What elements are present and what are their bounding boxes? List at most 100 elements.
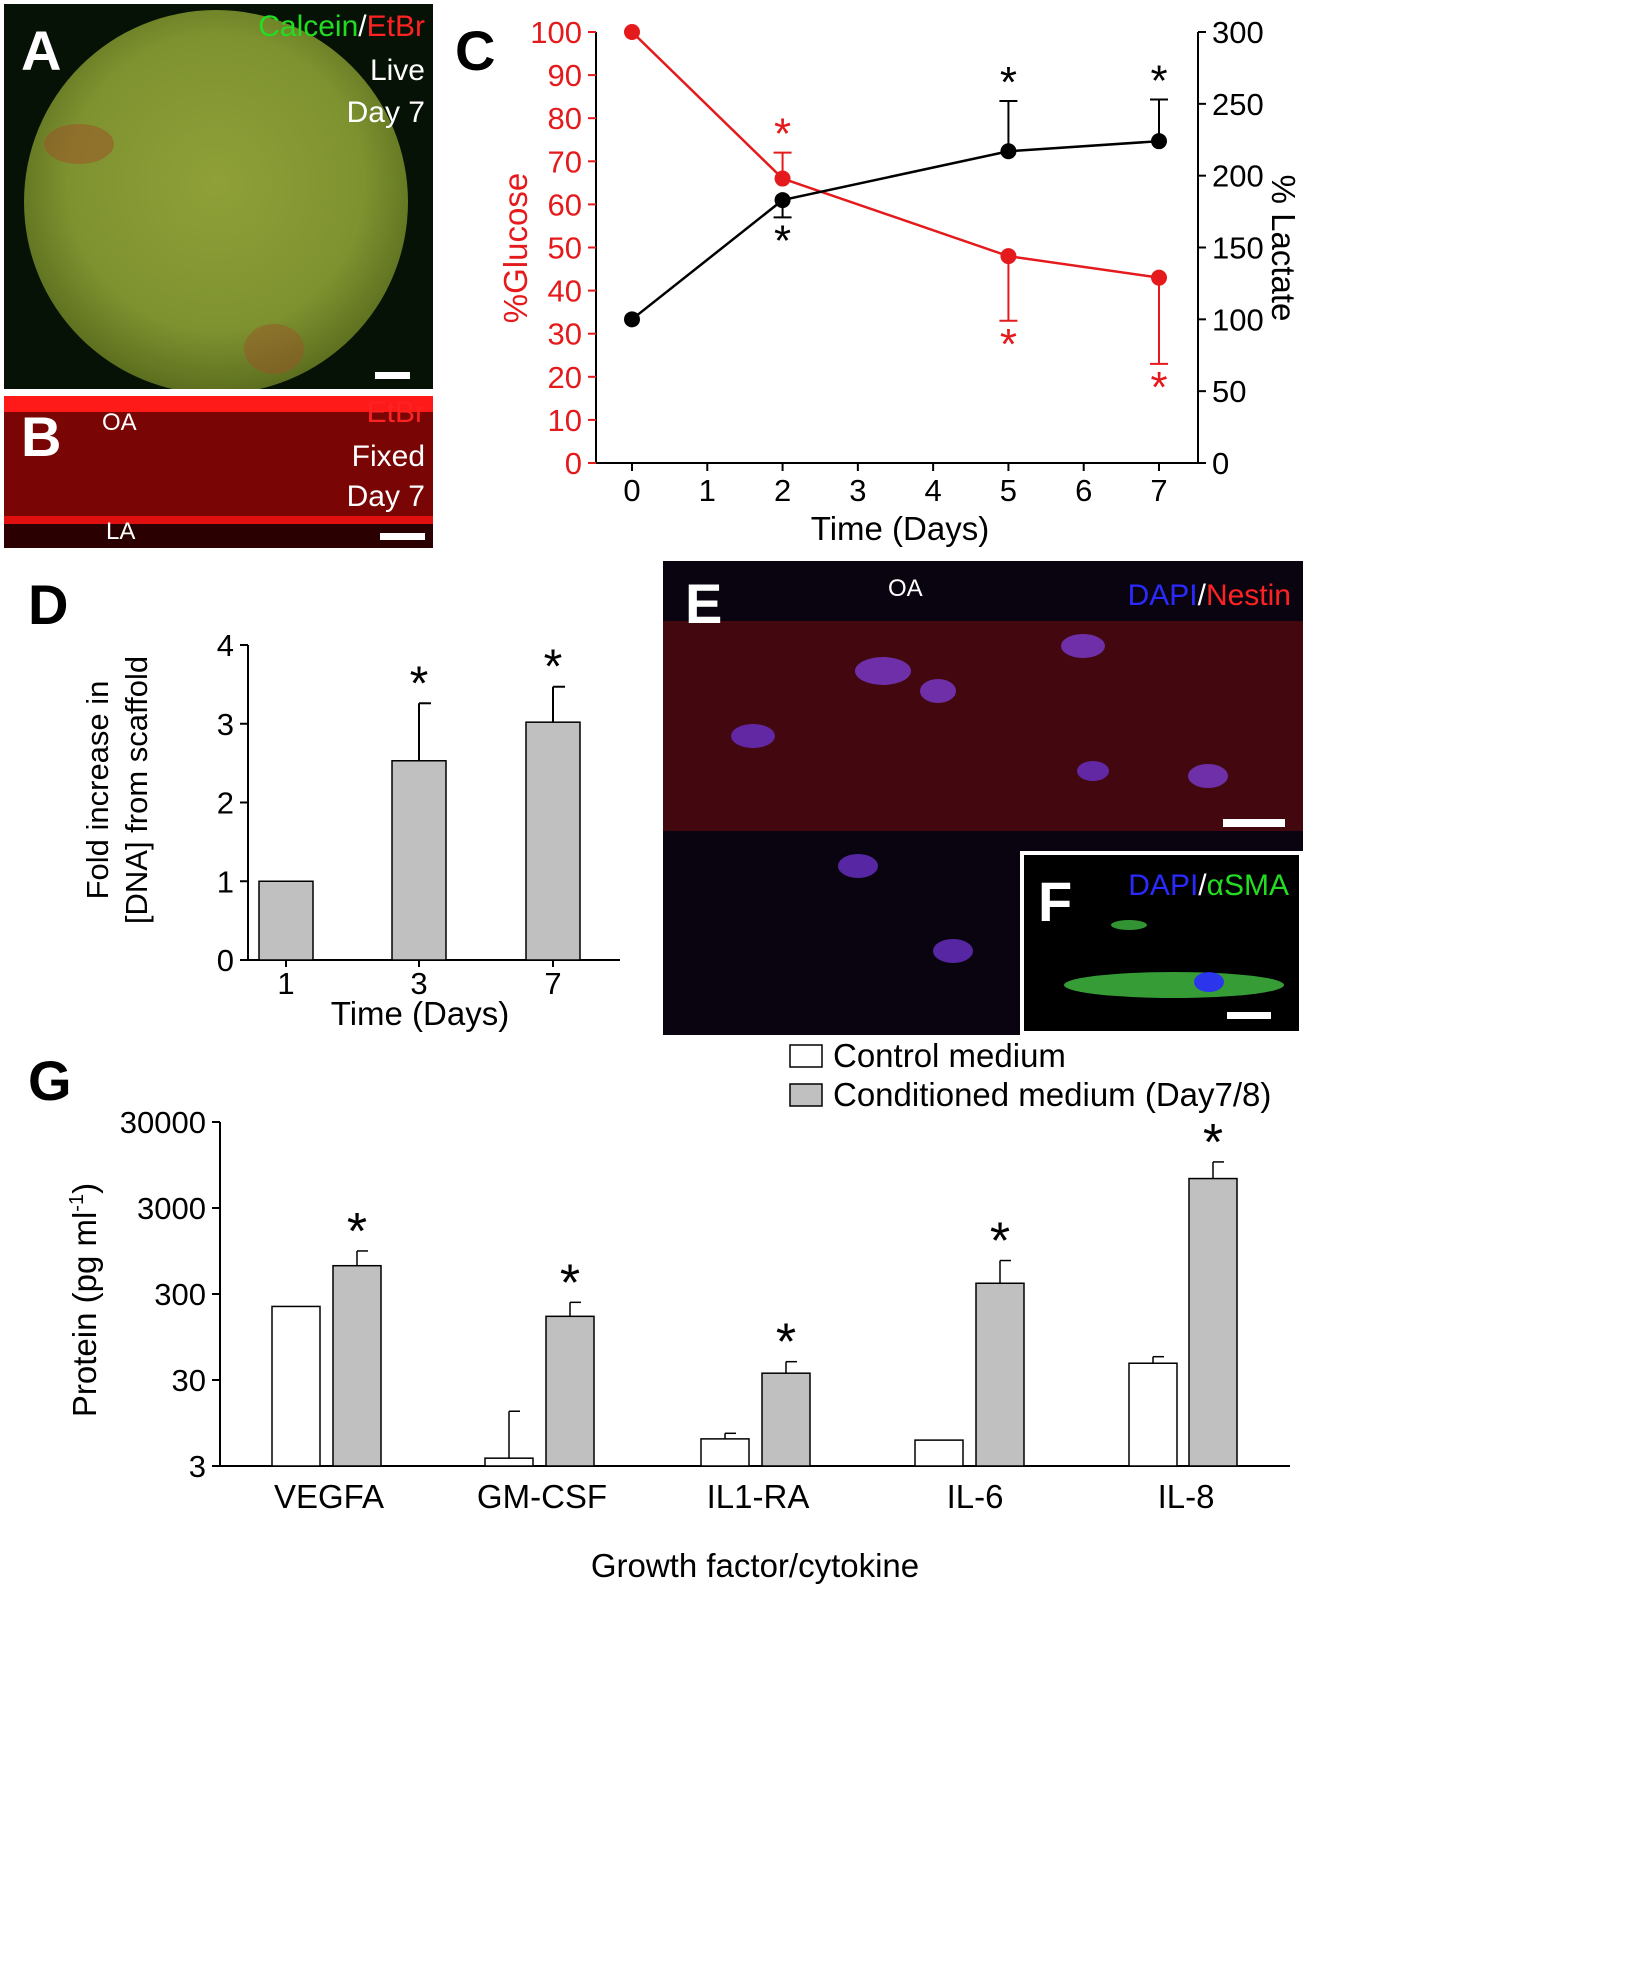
panel-f-image: [1064, 920, 1284, 1019]
chart-c-point: [1000, 143, 1017, 160]
chart-d-y-tick-label: 1: [217, 864, 234, 899]
chart-g-control-bar: [1128, 1362, 1178, 1467]
chart-c-point: [624, 311, 640, 328]
nucleus: [1188, 764, 1228, 788]
chart-g-y-tick-label: 30: [172, 1363, 206, 1398]
panel-a-label: A: [21, 19, 62, 82]
panel-c-label: C: [455, 19, 496, 82]
chart-c-x-tick-label: 2: [774, 473, 791, 508]
chart-c-significance-star: *: [1150, 363, 1167, 412]
nucleus: [933, 939, 973, 963]
chart-c-significance-star: *: [774, 110, 791, 159]
chart-g-conditioned-bar: [332, 1264, 382, 1467]
panel-e-label: E: [685, 572, 723, 635]
chart-d-x-tick-label: 3: [410, 966, 427, 1001]
chart-c-right-tick-label: 200: [1212, 159, 1264, 194]
chart-c-left-tick-label: 80: [548, 101, 582, 136]
panel-a-condition: Live: [369, 54, 425, 87]
panel-f-label: F: [1038, 870, 1073, 933]
panel-a-image: [24, 10, 410, 389]
chart-g-significance-star: *: [1203, 1114, 1223, 1172]
chart-c-series-line: [631, 139, 1160, 321]
chart-c-point: [1151, 133, 1167, 150]
chart-c-right-tick-label: 300: [1212, 15, 1264, 50]
bottom-layer: [4, 516, 433, 524]
chart-c-right-tick-label: 0: [1212, 446, 1229, 481]
chart-c-x-tick-label: 6: [1075, 473, 1092, 508]
panel-g-label: G: [28, 1049, 72, 1112]
chart-g-y-tick-label: 300: [154, 1277, 206, 1312]
chart-c-left-tick-label: 40: [548, 274, 582, 309]
panel-f-micrograph: F DAPI/αSMA: [1020, 851, 1303, 1035]
stain-calcein: Calcein: [258, 10, 359, 43]
chart-g-y-label: Protein (pg ml-1): [66, 1183, 103, 1417]
chart-d-bar: [258, 880, 314, 961]
chart-g-legend-swatch: [789, 1044, 823, 1068]
chart-c-left-tick-label: 100: [530, 15, 582, 50]
scaffold-disc: [24, 10, 408, 389]
chart-c-right-tick-label: 250: [1212, 87, 1264, 122]
panel-e-micrograph: E OA DAPI/Nestin: [663, 561, 1303, 1035]
nucleus: [1077, 761, 1109, 781]
chart-g-y-label-end: ): [66, 1183, 103, 1194]
top-layer: [4, 396, 433, 412]
chart-c-point: [624, 24, 640, 40]
scale-bar: [380, 533, 425, 540]
chart-g-y-label-sup: -1: [66, 1194, 88, 1212]
chart-g-x-tick-label: IL-6: [947, 1478, 1004, 1515]
chart-g-x-tick-label: VEGFA: [274, 1478, 384, 1515]
chart-g-control-bar: [914, 1439, 964, 1467]
chart-g-significance-star: *: [347, 1203, 367, 1261]
nucleus: [838, 854, 878, 878]
chart-g-control-bar: [271, 1305, 321, 1467]
chart-d-y-label-line2: [DNA] from scaffold: [119, 656, 154, 924]
panel-b-condition: Fixed: [351, 440, 425, 473]
red-stain-region: [44, 124, 114, 164]
nucleus: [855, 657, 911, 685]
chart-c-x-tick-label: 0: [623, 473, 640, 508]
chart-c-left-tick-label: 20: [548, 360, 582, 395]
chart-g-legend-label: Conditioned medium (Day7/8): [833, 1076, 1271, 1113]
chart-g-control-bar: [700, 1438, 750, 1467]
chart-c-left-tick-label: 50: [548, 231, 582, 266]
panel-b-day: Day 7: [346, 480, 425, 513]
cell-layer: [4, 412, 433, 522]
chart-g-significance-star: *: [990, 1213, 1010, 1271]
chart-g-x-tick-label: IL-8: [1158, 1478, 1215, 1515]
chart-g-y-tick-label: 3: [189, 1449, 206, 1484]
red-stain-region: [244, 324, 304, 374]
tissue-band: [663, 621, 1303, 831]
stain-separator: /: [1197, 579, 1206, 612]
stain-separator: /: [1198, 869, 1207, 902]
panel-b-micrograph: B EtBr Fixed Day 7 OA LA: [4, 396, 433, 548]
nucleus: [1061, 634, 1105, 658]
chart-c-left-label: %Glucose: [497, 173, 534, 323]
chart-c-point: [1000, 248, 1017, 265]
panel-b-stain: EtBr: [366, 396, 425, 429]
chart-c-right-tick-label: 150: [1212, 231, 1264, 266]
chart-d-y-tick-label: 4: [217, 628, 234, 663]
stain-dapi: DAPI: [1128, 869, 1199, 902]
sma-cell: [1064, 972, 1284, 998]
panel-b-top-label: OA: [102, 409, 137, 436]
chart-c-left-tick-label: 60: [548, 187, 582, 222]
chart-g-x-label: Growth factor/cytokine: [591, 1547, 919, 1584]
scale-bar: [1227, 1012, 1271, 1019]
chart-c-x-tick-label: 5: [1000, 473, 1017, 508]
stain-separator: /: [358, 10, 367, 43]
chart-c-left-tick-label: 30: [548, 317, 582, 352]
chart-c-left-tick-label: 70: [548, 144, 582, 179]
panel-a-micrograph: A Calcein/EtBr Live Day 7: [4, 4, 433, 389]
chart-g-conditioned-bar: [761, 1372, 811, 1467]
chart-c-x-tick-label: 7: [1150, 473, 1167, 508]
chart-c-left-tick-label: 90: [548, 58, 582, 93]
chart-c-series-line: [631, 31, 1160, 279]
chart-c-point: [774, 192, 791, 209]
chart-d-y-label-line1: Fold increase in: [80, 681, 115, 900]
scale-bar: [1223, 819, 1285, 827]
chart-g-conditioned-bar: [1188, 1177, 1238, 1467]
scale-bar: [375, 372, 410, 379]
panel-a-stains: Calcein/EtBr: [258, 10, 425, 44]
chart-g-conditioned-bar: [545, 1315, 595, 1467]
